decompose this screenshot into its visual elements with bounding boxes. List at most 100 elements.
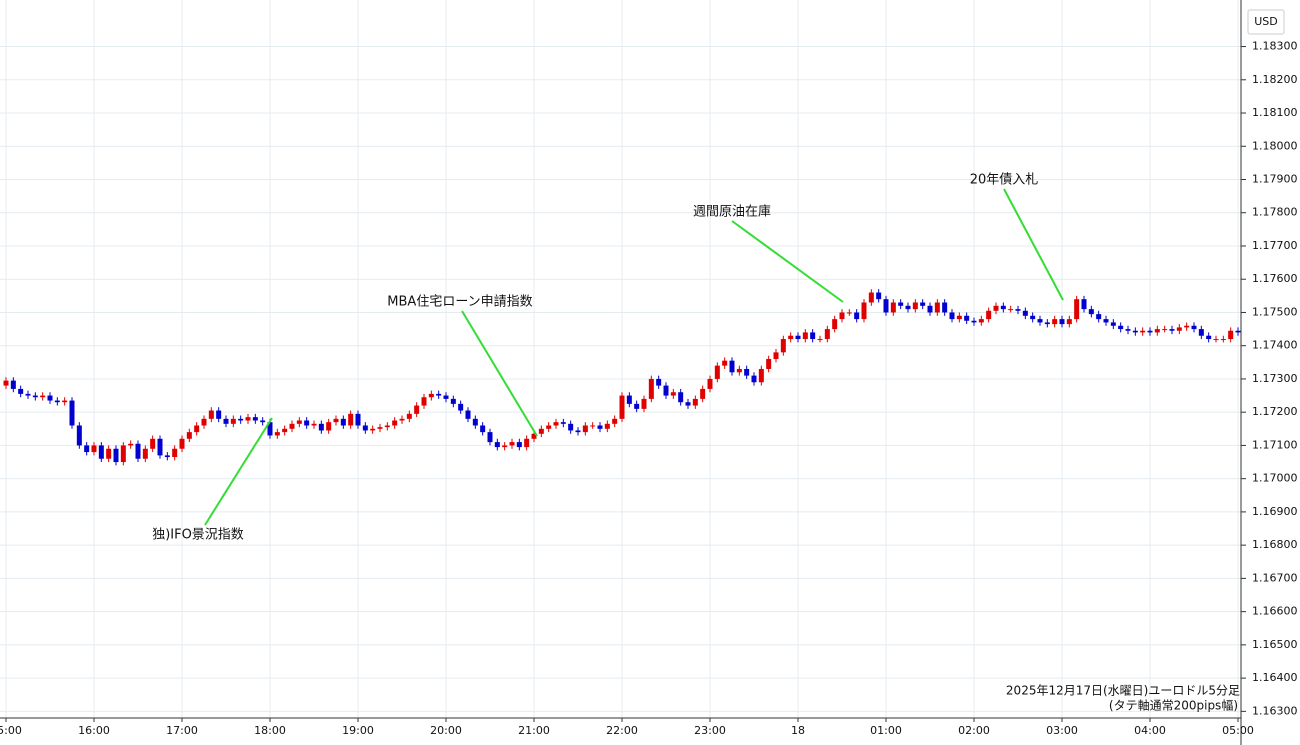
body: [142, 448, 148, 459]
grid: [0, 0, 1241, 718]
body: [10, 380, 16, 389]
body: [663, 385, 669, 396]
body: [934, 302, 940, 313]
body: [1206, 335, 1212, 340]
body: [311, 423, 317, 426]
body: [670, 392, 676, 396]
body: [912, 302, 918, 310]
body: [780, 339, 786, 353]
body: [54, 400, 60, 403]
body: [113, 448, 119, 463]
y-tick-label: 1.17800: [1252, 206, 1298, 219]
body: [964, 315, 970, 321]
body: [656, 378, 662, 386]
y-tick-label: 1.17700: [1252, 239, 1298, 252]
body: [436, 393, 442, 396]
body: [296, 420, 302, 424]
body: [509, 442, 515, 446]
body: [751, 375, 757, 383]
body: [817, 339, 823, 341]
currency-box: [1247, 9, 1285, 35]
body: [450, 398, 456, 404]
body: [392, 420, 398, 426]
body: [854, 312, 860, 320]
annotation: 独)IFO景況指数: [152, 528, 244, 543]
body: [949, 312, 955, 320]
body: [274, 432, 280, 436]
body: [399, 418, 405, 421]
y-tick-label: 1.16600: [1252, 605, 1298, 618]
x-tick-label: 01:00: [870, 724, 902, 737]
body: [3, 380, 9, 386]
body: [18, 388, 24, 394]
y-tick-label: 1.16900: [1252, 505, 1298, 518]
body: [318, 423, 324, 431]
body: [179, 438, 185, 449]
body: [1235, 330, 1241, 333]
body: [1103, 319, 1109, 323]
body: [252, 417, 258, 421]
body: [568, 423, 574, 431]
body: [795, 335, 801, 340]
body: [267, 422, 273, 436]
body: [942, 302, 948, 313]
body: [1088, 309, 1094, 315]
body: [773, 352, 779, 359]
annotation: 20年債入札: [970, 173, 1039, 188]
body: [1132, 330, 1138, 333]
body: [135, 443, 141, 459]
body: [326, 422, 332, 431]
body: [626, 395, 632, 404]
x-tick-label: 21:00: [518, 724, 550, 737]
body: [905, 305, 911, 310]
body: [91, 445, 97, 453]
body: [443, 395, 449, 399]
body: [524, 438, 530, 448]
body: [971, 320, 977, 323]
body: [186, 432, 192, 439]
body: [1066, 319, 1072, 325]
y-tick-label: 1.16500: [1252, 638, 1298, 651]
y-tick-label: 1.16300: [1252, 704, 1298, 717]
body: [157, 438, 163, 456]
body: [362, 425, 368, 431]
annotation: MBA住宅ローン申請指数: [387, 295, 532, 310]
body: [876, 292, 882, 300]
body: [802, 332, 808, 340]
body: [846, 312, 852, 314]
body: [1074, 299, 1080, 320]
body: [384, 425, 390, 428]
body: [1118, 325, 1124, 330]
body: [839, 312, 845, 320]
y-tick-label: 1.17300: [1252, 372, 1298, 385]
body: [1052, 319, 1058, 325]
body: [744, 368, 750, 376]
note: (タテ軸通常200pips幅): [1109, 698, 1238, 713]
y-tick-label: 1.17000: [1252, 472, 1298, 485]
body: [685, 402, 691, 406]
body: [333, 418, 339, 423]
body: [1154, 329, 1160, 333]
x-tick-label: 20:00: [430, 724, 462, 737]
body: [62, 400, 68, 403]
body: [69, 400, 75, 426]
body: [472, 418, 478, 426]
body: [458, 403, 464, 411]
body: [465, 410, 471, 419]
body: [355, 413, 361, 426]
y-tick-label: 1.17600: [1252, 272, 1298, 285]
body: [1096, 314, 1102, 320]
body: [201, 418, 207, 426]
body: [1162, 329, 1168, 331]
body: [480, 425, 486, 433]
body: [516, 442, 522, 448]
x-tick-label: 18:00: [254, 724, 286, 737]
body: [106, 448, 112, 459]
body: [238, 418, 244, 421]
body: [47, 395, 53, 401]
body: [421, 397, 427, 406]
body: [414, 405, 420, 414]
x-tick-label: 03:00: [1046, 724, 1078, 737]
